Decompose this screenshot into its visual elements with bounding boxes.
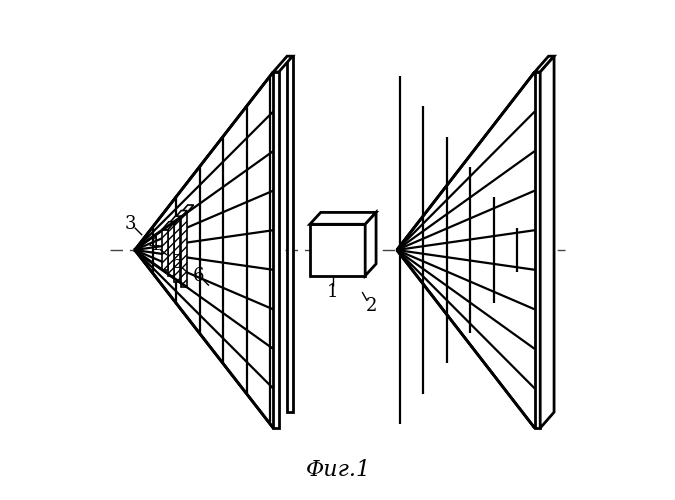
Text: 6: 6 [192, 266, 204, 284]
Polygon shape [168, 224, 174, 276]
Polygon shape [540, 56, 554, 428]
Text: 4: 4 [149, 236, 160, 254]
Polygon shape [535, 56, 554, 72]
Text: 5: 5 [171, 254, 182, 272]
Polygon shape [162, 222, 175, 230]
Polygon shape [310, 212, 376, 224]
Polygon shape [181, 213, 187, 287]
Polygon shape [310, 224, 365, 276]
Text: 1: 1 [327, 283, 338, 301]
Polygon shape [135, 72, 273, 428]
Polygon shape [273, 72, 279, 428]
Polygon shape [174, 218, 180, 282]
Text: 3: 3 [125, 215, 136, 233]
Polygon shape [287, 56, 292, 412]
Polygon shape [181, 205, 194, 213]
Text: Φиг.1: Φиг.1 [305, 459, 370, 481]
Polygon shape [365, 212, 376, 276]
Polygon shape [174, 210, 187, 218]
Text: 2: 2 [365, 297, 377, 315]
Polygon shape [535, 72, 540, 428]
Polygon shape [168, 216, 182, 224]
Polygon shape [273, 56, 292, 72]
Polygon shape [397, 72, 535, 428]
Polygon shape [162, 230, 168, 270]
